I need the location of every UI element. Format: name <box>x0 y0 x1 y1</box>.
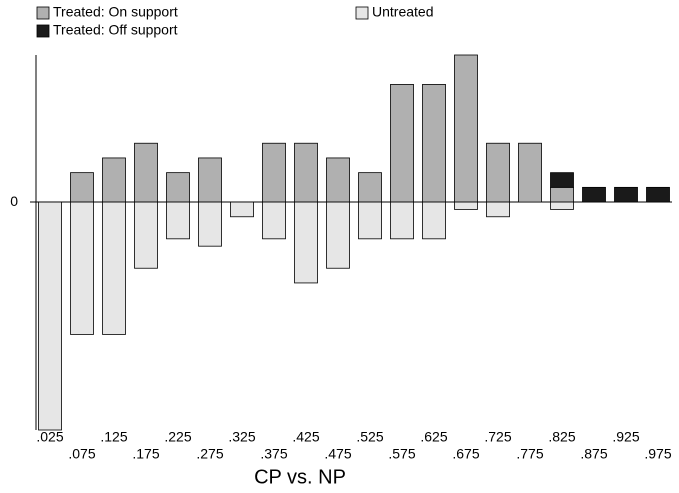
bar <box>582 186 606 203</box>
bar <box>454 54 478 203</box>
bar <box>518 142 542 203</box>
bar <box>486 142 510 203</box>
bar <box>550 201 574 210</box>
bar <box>422 84 446 203</box>
bar <box>390 201 414 240</box>
bar <box>70 172 94 203</box>
x-tick-label: .925 <box>612 429 639 445</box>
legend-swatch <box>36 6 50 20</box>
x-tick-label: .875 <box>580 446 607 462</box>
bar <box>550 186 574 203</box>
x-tick-label: .425 <box>292 429 319 445</box>
bar <box>294 201 318 284</box>
x-tick-label: .275 <box>196 446 223 462</box>
bar <box>390 84 414 203</box>
x-tick-label: .675 <box>452 446 479 462</box>
x-tick-label: .125 <box>100 429 127 445</box>
legend-swatch <box>355 6 369 20</box>
x-axis-label: CP vs. NP <box>254 466 346 488</box>
y-tick-label: 0 <box>10 193 18 209</box>
x-tick-label: .375 <box>260 446 287 462</box>
bar <box>134 201 158 269</box>
bar <box>38 201 62 431</box>
bar <box>358 201 382 240</box>
x-tick-label: .175 <box>132 446 159 462</box>
x-tick-label: .625 <box>420 429 447 445</box>
x-tick-label: .075 <box>68 446 95 462</box>
x-tick-label: .825 <box>548 429 575 445</box>
bar <box>614 186 638 203</box>
x-tick-label: .525 <box>356 429 383 445</box>
bar <box>102 157 126 203</box>
x-tick-label: .725 <box>484 429 511 445</box>
bar <box>486 201 510 218</box>
bar <box>102 201 126 335</box>
x-tick-label: .775 <box>516 446 543 462</box>
bar <box>70 201 94 335</box>
x-tick-label: .325 <box>228 429 255 445</box>
bar <box>230 201 254 218</box>
bar <box>358 172 382 203</box>
bar <box>166 172 190 203</box>
bar <box>262 142 286 203</box>
x-tick-label: .225 <box>164 429 191 445</box>
x-tick-label: .575 <box>388 446 415 462</box>
bar <box>294 142 318 203</box>
legend-swatch <box>36 24 50 38</box>
bar <box>646 186 670 203</box>
bar <box>198 157 222 203</box>
bar <box>326 201 350 269</box>
x-tick-label: .025 <box>36 429 63 445</box>
bar <box>134 142 158 203</box>
legend-label: Treated: On support <box>53 4 178 20</box>
legend-label: Treated: Off support <box>53 22 178 38</box>
legend-label: Untreated <box>372 4 433 20</box>
bar <box>198 201 222 247</box>
bar <box>262 201 286 240</box>
bar <box>422 201 446 240</box>
bar <box>550 172 574 188</box>
x-tick-label: .975 <box>644 446 671 462</box>
bar <box>326 157 350 203</box>
x-tick-label: .475 <box>324 446 351 462</box>
bar <box>454 201 478 210</box>
bar <box>166 201 190 240</box>
